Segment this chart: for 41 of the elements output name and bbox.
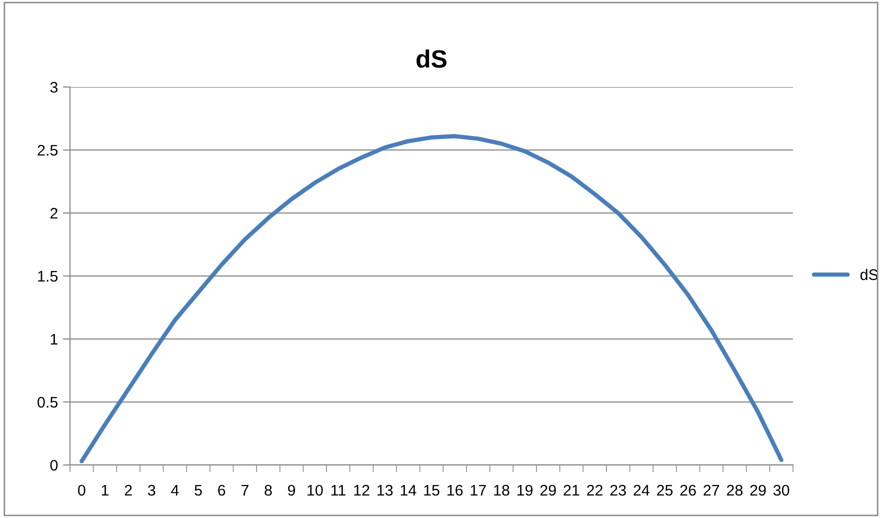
x-tick-label: 14	[400, 485, 416, 496]
x-tick-label: 29	[750, 484, 766, 496]
x-tick-label: 5	[194, 485, 202, 496]
y-tick-label: 2.5	[38, 144, 58, 156]
x-tick-label: 28	[726, 484, 743, 496]
x-tick-label: 9	[288, 484, 296, 496]
x-tick-label: 24	[634, 484, 650, 496]
y-tick-label: 1.5	[38, 271, 58, 282]
y-tick-label: 2	[50, 208, 58, 219]
x-tick-label: 4	[171, 485, 179, 496]
x-tick-label: 13	[378, 484, 393, 496]
legend-label: dS	[860, 268, 878, 280]
x-tick-label: 18	[494, 484, 510, 496]
line-series	[80, 134, 784, 464]
x-tick-label: 26	[680, 484, 696, 496]
x-tick-label: 0	[78, 484, 86, 496]
x-tick-label: 21	[564, 484, 580, 496]
x-tick-label: 30	[773, 484, 790, 496]
x-tick-label: 22	[587, 484, 602, 496]
x-tick-label: 16	[447, 484, 463, 496]
x-tick-label: 29	[540, 484, 556, 496]
x-tick-label: 11	[331, 485, 346, 496]
chart-title: dS	[416, 49, 446, 68]
x-tick-label: 12	[354, 484, 370, 496]
x-tick-label: 23	[610, 484, 626, 496]
x-tick-label: 2	[124, 484, 132, 496]
x-tick-label: 8	[264, 484, 272, 496]
y-tick-label: 1	[50, 334, 58, 345]
x-tick-label: 10	[308, 484, 323, 496]
x-tick-label: 3	[148, 484, 156, 496]
x-tick-label: 25	[657, 484, 673, 496]
x-tick-label: 17	[470, 485, 486, 496]
x-tick-label: 27	[704, 484, 720, 496]
x-tick-label: 19	[517, 484, 533, 496]
y-tick-label: 0.5	[38, 396, 58, 408]
x-tick-label: 6	[218, 484, 226, 496]
y-tick-label: 0	[50, 460, 58, 471]
x-tick-label: 7	[241, 485, 248, 496]
y-tick-label: 3	[50, 82, 58, 93]
x-tick-label: 1	[102, 485, 108, 496]
x-tick-label: 15	[424, 485, 440, 496]
